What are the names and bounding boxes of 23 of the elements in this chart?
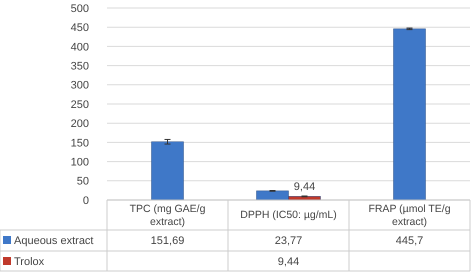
legend-label: Aqueous extract xyxy=(14,235,94,247)
bar xyxy=(151,142,184,200)
x-tick-label: DPPH (IC50: µg/mL) xyxy=(240,209,337,221)
y-tick-label: 50 xyxy=(76,176,89,188)
y-tick-label: 100 xyxy=(70,156,89,168)
y-tick-label: 250 xyxy=(70,98,89,111)
text: 9,44 xyxy=(278,256,300,268)
legend-label: Trolox xyxy=(14,256,45,268)
x-tick-label: FRAP (µmol TE/g extract) xyxy=(368,203,451,228)
y-tick-label: 450 xyxy=(70,22,89,34)
bar xyxy=(393,28,426,200)
data-label: 151,69 xyxy=(150,235,184,247)
data-label: 445,7 xyxy=(396,235,424,247)
y-tick-label: 0 xyxy=(82,194,89,207)
y-tick-label: 200 xyxy=(70,118,89,130)
data-label: 23,77 xyxy=(274,235,302,247)
y-tick-label: 300 xyxy=(70,80,89,92)
y-tick-label: 350 xyxy=(70,60,89,72)
y-tick-label: 400 xyxy=(70,41,89,54)
x-tick-label: TPC (mg GAE/g extract) xyxy=(130,203,206,228)
data-label: 9,44 xyxy=(294,180,316,193)
y-tick-label: 150 xyxy=(70,137,89,150)
y-tick-label: 500 xyxy=(70,2,89,15)
